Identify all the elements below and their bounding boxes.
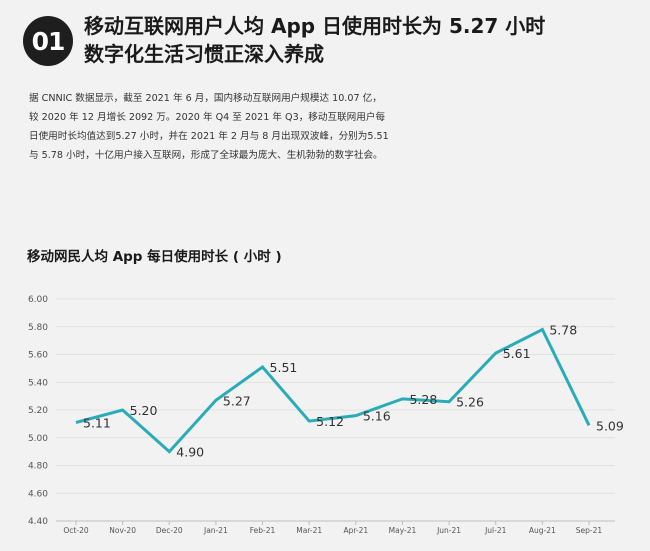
data-label: 5.09 (596, 418, 624, 433)
data-label: 5.78 (549, 323, 577, 338)
page-headline: 移动互联网用户人均 App 日使用时长为 5.27 小时 数字化生活习惯正深入养… (84, 12, 644, 68)
x-tick-label: Dec-20 (156, 526, 183, 535)
y-tick-label: 5.40 (28, 378, 48, 388)
intro-paragraph: 据 CNNIC 数据显示，截至 2021 年 6 月，国内移动互联网用户规模达 … (29, 93, 389, 161)
x-tick-label: Jul-21 (484, 526, 507, 535)
headline-line-2: 数字化生活习惯正深入养成 (84, 42, 324, 66)
y-tick-label: 5.80 (28, 323, 48, 333)
data-label: 5.16 (363, 409, 391, 424)
y-tick-label: 6.00 (28, 295, 48, 305)
chart-title: 移动网民人均 App 每日使用时长 ( 小时 ) (27, 249, 282, 265)
headline-line-1: 移动互联网用户人均 App 日使用时长为 5.27 小时 (84, 14, 546, 38)
data-label: 5.20 (130, 403, 158, 418)
series-line (75, 327, 591, 454)
x-tick-label: Sep-21 (576, 526, 603, 535)
y-tick-label: 4.80 (28, 462, 48, 472)
data-label: 5.26 (456, 395, 484, 410)
x-tick-label: Mar-21 (296, 526, 322, 535)
y-tick-label: 5.20 (28, 406, 48, 416)
data-label: 5.11 (83, 415, 111, 430)
x-tick-label: Jun-21 (436, 526, 461, 535)
y-tick-label: 5.60 (28, 351, 48, 361)
x-tick-label: Aug-21 (529, 526, 556, 535)
data-label: 4.90 (176, 445, 204, 460)
x-tick-label: Oct-20 (63, 526, 88, 535)
data-label: 5.28 (409, 392, 437, 407)
y-tick-label: 4.60 (28, 489, 48, 499)
data-label: 5.27 (223, 393, 251, 408)
x-tick-label: Nov-20 (109, 526, 136, 535)
data-label: 5.61 (503, 346, 531, 361)
x-tick-label: Feb-21 (250, 526, 276, 535)
data-label: 5.51 (270, 360, 298, 375)
x-tick-label: May-21 (389, 526, 417, 535)
y-tick-label: 5.00 (28, 434, 48, 444)
x-tick-label: Jan-21 (203, 526, 228, 535)
section-number-badge: 01 (23, 16, 73, 66)
data-label: 5.12 (316, 414, 344, 429)
y-tick-label: 4.40 (28, 517, 48, 527)
x-tick-label: Apr-21 (343, 526, 368, 535)
